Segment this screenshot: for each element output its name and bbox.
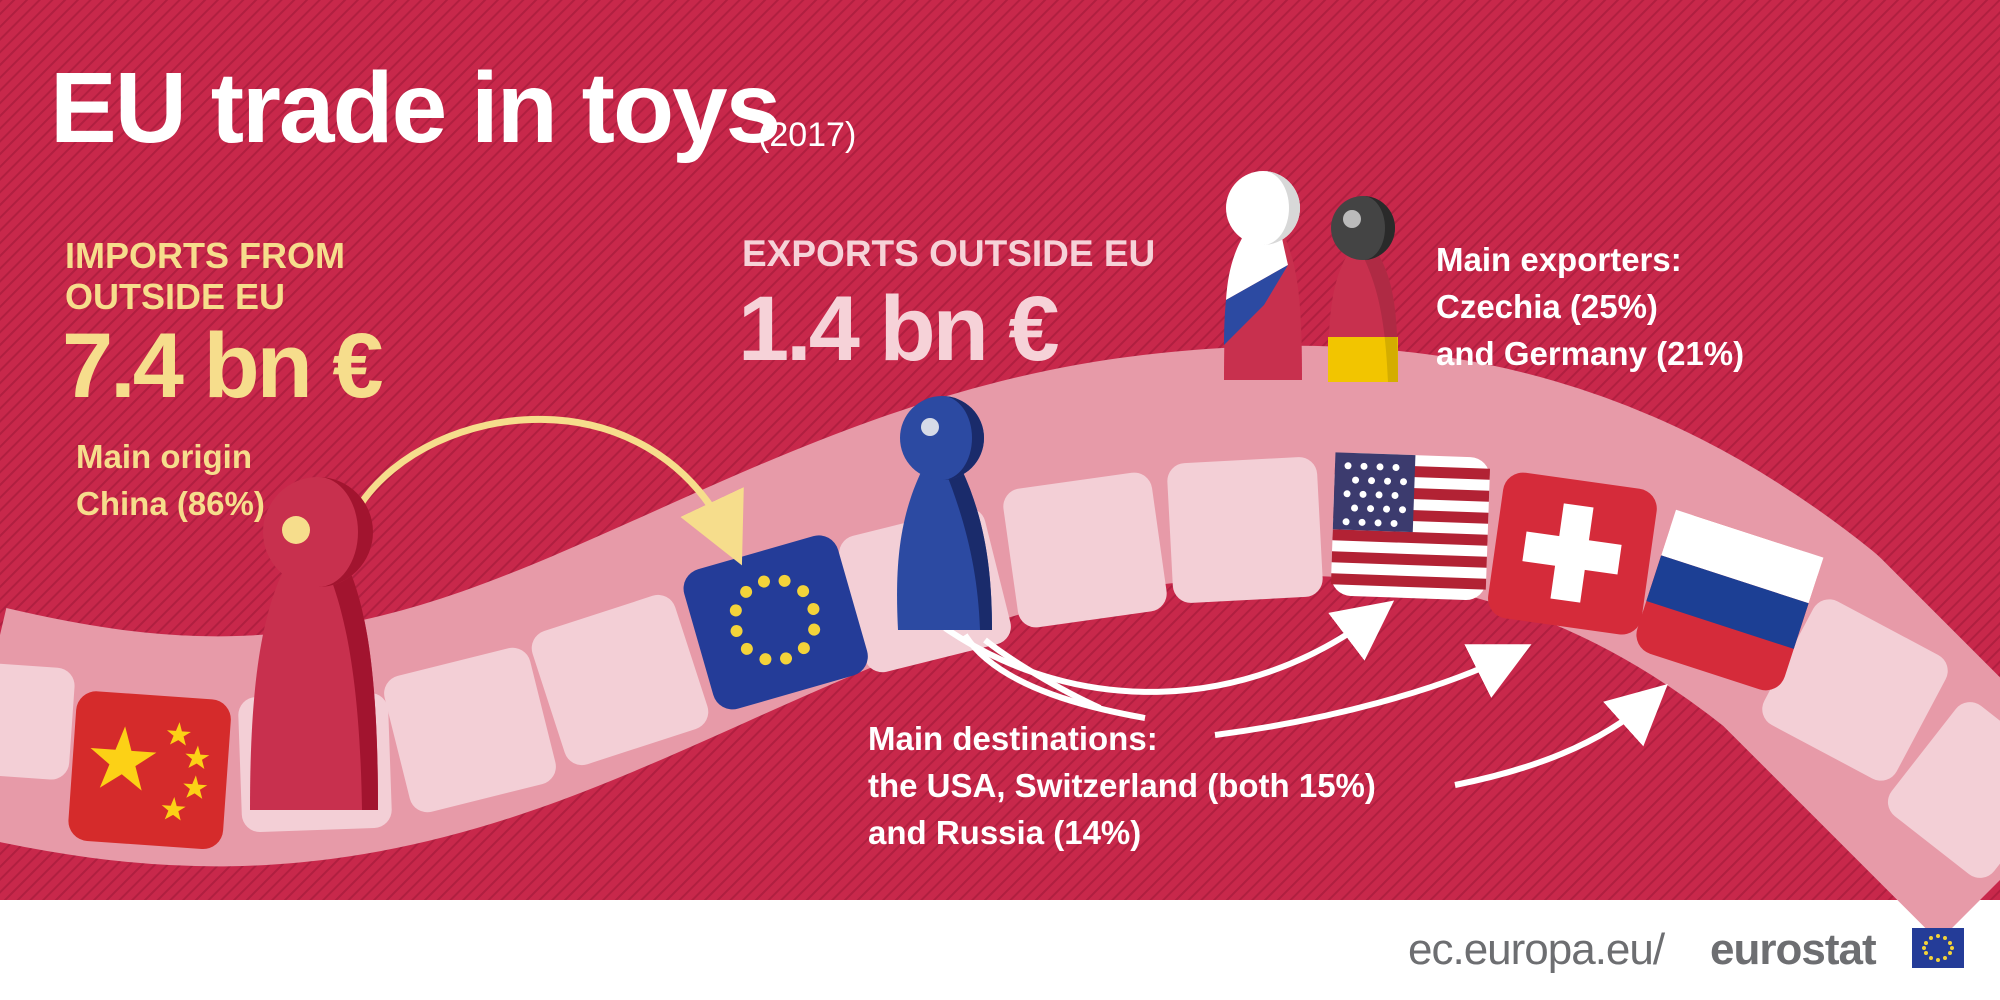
- czechia-pawn-icon: [1224, 171, 1302, 380]
- exports-heading: EXPORTS OUTSIDE EU: [742, 233, 1156, 274]
- footer-url[interactable]: ec.europa.eu/: [1408, 925, 1665, 974]
- imports-origin: Main origin China (86%): [76, 438, 265, 522]
- main-exporters-line-1: Main exporters:: [1436, 241, 1682, 278]
- main-exporters-line-2: Czechia (25%): [1436, 288, 1658, 325]
- main-exporters-text: Main exporters: Czechia (25%) and German…: [1436, 236, 1744, 377]
- imports-value: 7.4 bn €: [62, 315, 384, 417]
- main-destinations-line-1: Main destinations:: [868, 720, 1158, 757]
- main-destinations-line-3: and Russia (14%): [868, 814, 1142, 851]
- footer-bar: [0, 900, 2000, 1000]
- main-destinations-text: Main destinations: the USA, Switzerland …: [868, 715, 1376, 856]
- main-destinations-line-2: the USA, Switzerland (both 15%): [868, 767, 1376, 804]
- page-title: EU trade in toys: [50, 52, 781, 164]
- import-arrow: [357, 415, 744, 566]
- switzerland-flag-icon: [1488, 472, 1657, 635]
- russia-flag-icon: [1636, 509, 1824, 691]
- footer-brand: eurostat: [1710, 925, 1877, 974]
- imports-heading: IMPORTS FROM OUTSIDE EU: [65, 235, 345, 317]
- usa-flag-icon: [1330, 452, 1491, 600]
- title-year: (2017): [758, 116, 857, 154]
- exports-value: 1.4 bn €: [738, 278, 1060, 380]
- red-pawn-icon: [250, 477, 378, 810]
- eu-logo-icon: [1912, 928, 1964, 968]
- blue-pawn-icon: [897, 396, 992, 630]
- germany-pawn-icon: [1328, 196, 1398, 382]
- destination-arrows: [943, 600, 1668, 788]
- main-exporters-line-3: and Germany (21%): [1436, 335, 1745, 372]
- china-flag-icon: [68, 691, 231, 850]
- eu-flag-icon: [683, 535, 868, 710]
